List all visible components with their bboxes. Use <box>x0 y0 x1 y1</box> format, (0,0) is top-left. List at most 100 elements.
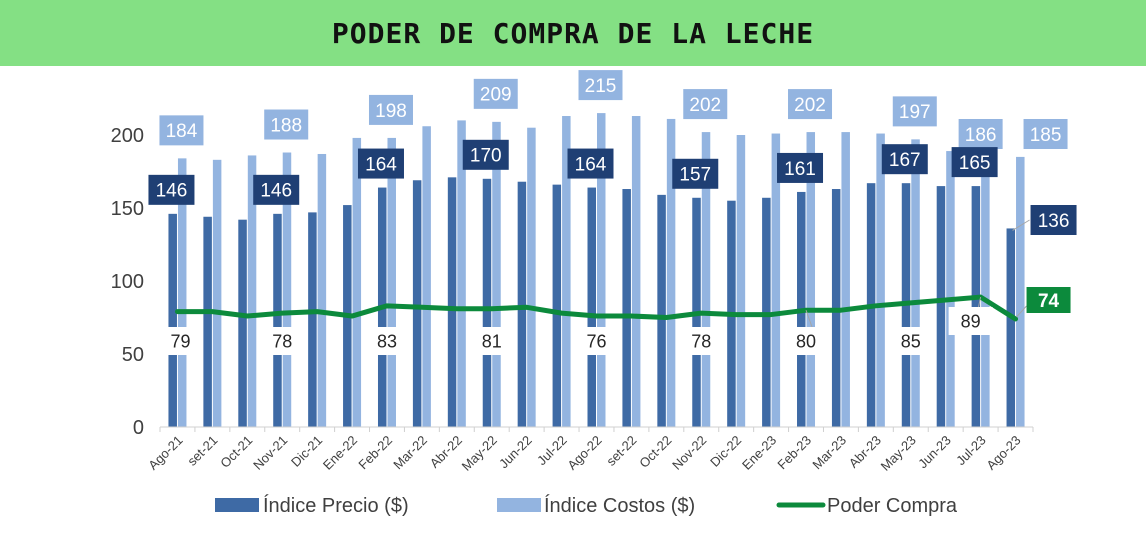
label-poder: 79 <box>170 331 190 351</box>
bar-precio <box>412 180 422 427</box>
label-precio: 165 <box>959 153 991 174</box>
x-tick-label: Nov-21 <box>250 433 290 473</box>
x-tick-label: Ene-22 <box>320 433 360 473</box>
label-costos-box <box>683 89 728 120</box>
line-poder-compra <box>174 294 1019 322</box>
label-poder: 74 <box>1038 291 1060 312</box>
label-precio: 164 <box>365 154 397 175</box>
bar-costos <box>282 152 292 427</box>
bar-costos <box>527 127 536 427</box>
label-precio-box <box>567 148 614 179</box>
y-tick-label: 200 <box>111 125 144 147</box>
label-poder-box <box>260 327 305 355</box>
leader-line <box>805 310 813 328</box>
bar-costos <box>492 121 501 428</box>
label-precio: 146 <box>156 181 188 202</box>
bar-precio <box>308 212 317 427</box>
title-bar: PODER DE COMPRA DE LA LECHE <box>0 0 1146 66</box>
label-costos-box <box>892 96 937 127</box>
bar-costos <box>876 133 885 428</box>
x-tick-label: Mar-23 <box>809 433 849 473</box>
x-tick-label: Dic-22 <box>707 433 744 470</box>
bar-costos <box>631 116 641 428</box>
bar-precio <box>517 181 527 427</box>
label-poder: 80 <box>796 331 816 351</box>
legend-label: Poder Compra <box>827 495 958 517</box>
legend-marker-costos <box>497 498 541 512</box>
label-costos-box <box>473 78 518 109</box>
label-precio-box <box>357 148 404 179</box>
bar-costos <box>317 153 327 428</box>
label-poder-box <box>469 327 514 355</box>
label-costos: 188 <box>270 115 302 136</box>
bar-costos <box>946 151 955 427</box>
x-tick-label: Ene-23 <box>739 433 779 473</box>
bar-precio <box>552 184 562 427</box>
bar-costos <box>806 132 816 427</box>
label-costos: 202 <box>689 95 721 116</box>
x-tick-label: May-22 <box>459 433 500 474</box>
label-costos-box <box>578 70 623 101</box>
label-poder: 89 <box>961 311 981 331</box>
label-poder-box <box>158 327 203 355</box>
label-poder-box <box>1026 287 1071 313</box>
label-precio-box <box>1030 205 1077 235</box>
x-tick-label: Ago-23 <box>983 433 1023 473</box>
bar-costos <box>177 158 187 428</box>
label-precio: 157 <box>679 165 711 186</box>
x-tick-label: Nov-22 <box>669 433 709 473</box>
label-poder-box <box>888 327 933 355</box>
label-costos-box <box>1023 119 1068 149</box>
x-tick-label: Feb-22 <box>355 433 395 473</box>
bar-precio <box>587 187 596 427</box>
x-tick-label: Jun-22 <box>496 433 535 472</box>
chart-title: PODER DE COMPRA DE LA LECHE <box>331 16 815 50</box>
x-tick-label: set-22 <box>603 433 639 469</box>
label-costos: 215 <box>585 76 617 97</box>
label-precio-box <box>462 139 509 170</box>
y-tick-label: 150 <box>111 198 144 220</box>
bar-costos <box>841 132 850 427</box>
x-tick-label: Oct-22 <box>636 433 674 471</box>
x-tick-label: May-23 <box>878 433 919 474</box>
label-costos: 198 <box>375 101 407 122</box>
x-tick-label: Feb-23 <box>774 433 814 473</box>
bar-precio <box>238 219 247 427</box>
bar-costos <box>562 116 571 428</box>
legend-label: Índice Precio ($) <box>263 494 409 517</box>
bar-costos <box>911 139 920 427</box>
bar-costos <box>597 113 606 427</box>
legend-marker-precio <box>215 498 259 512</box>
label-costos-box <box>159 115 204 146</box>
bar-precio <box>203 216 212 427</box>
label-costos-box <box>264 109 309 140</box>
bar-precio <box>168 213 177 427</box>
x-tick-label: set-21 <box>184 433 220 469</box>
label-precio-box <box>777 152 824 183</box>
y-tick-label: 100 <box>111 271 144 293</box>
leader-line <box>1016 305 1027 318</box>
label-costos: 184 <box>166 121 198 142</box>
bar-costos <box>457 120 466 428</box>
bar-costos <box>352 137 362 428</box>
bar-costos <box>771 133 781 428</box>
x-tick-label: Oct-21 <box>217 433 255 471</box>
bar-precio <box>273 213 282 427</box>
label-poder: 83 <box>377 331 397 351</box>
label-costos: 186 <box>965 125 997 146</box>
leader-line <box>1012 219 1030 231</box>
bar-costos <box>422 126 431 428</box>
label-poder: 76 <box>586 331 606 351</box>
label-precio: 146 <box>260 181 292 202</box>
label-poder-box <box>679 327 724 355</box>
label-poder-box <box>364 327 409 355</box>
label-costos: 185 <box>1030 125 1062 146</box>
bar-precio <box>971 186 981 427</box>
bar-costos <box>981 155 990 427</box>
label-poder: 78 <box>272 331 292 351</box>
label-precio-box <box>881 144 928 175</box>
bar-precio <box>1006 228 1016 427</box>
x-tick-label: Ago-21 <box>145 433 185 473</box>
label-costos: 209 <box>480 85 512 106</box>
